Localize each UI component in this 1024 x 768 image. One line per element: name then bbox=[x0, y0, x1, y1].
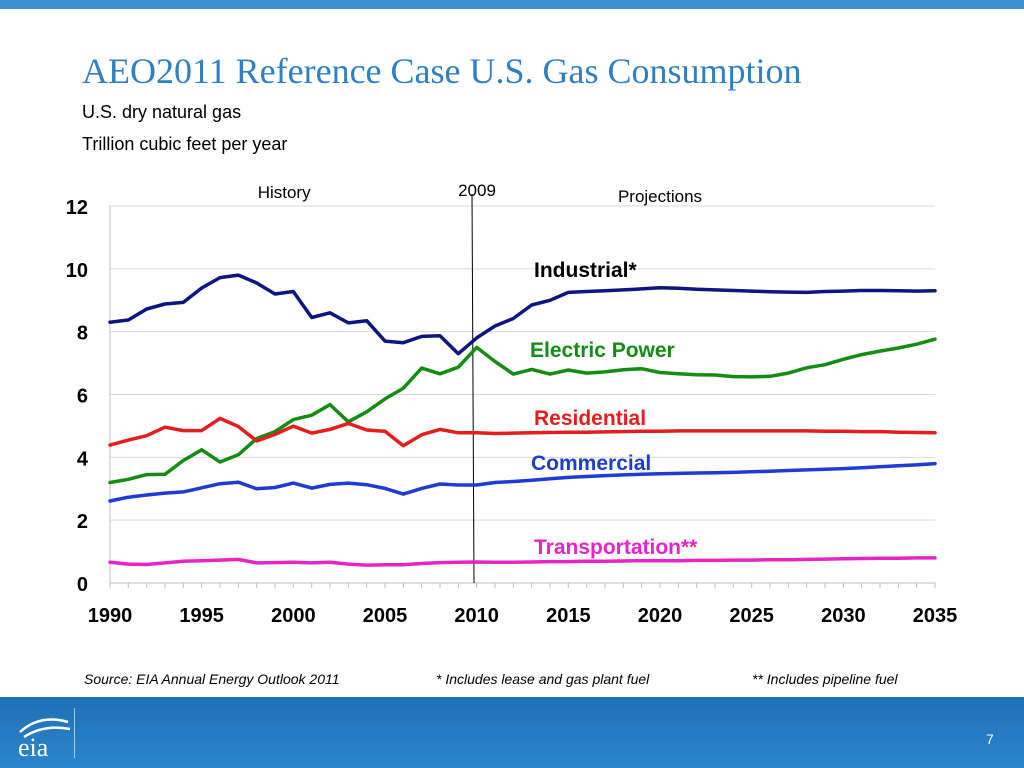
x-tick-label-2010: 2010 bbox=[454, 605, 499, 627]
x-tick-label-2030: 2030 bbox=[821, 605, 866, 627]
divider-label-2009: 2009 bbox=[458, 181, 496, 200]
footnote-transportation: ** Includes pipeline fuel bbox=[752, 671, 898, 687]
logo-wordmark: eia bbox=[18, 733, 49, 760]
top-accent-bar bbox=[0, 0, 1024, 9]
series-line-electric-power bbox=[108, 337, 937, 485]
slide-subtitle-units: Trillion cubic feet per year bbox=[82, 134, 288, 154]
x-tick-label-2020: 2020 bbox=[638, 605, 683, 627]
x-tick-label-1995: 1995 bbox=[179, 605, 224, 627]
gas-consumption-line-chart: 0 2 4 6 8 10 12 1990 1995 2000 2005 2010 2015 2020 202… bbox=[66, 181, 958, 627]
x-tick-label-1990: 1990 bbox=[88, 605, 133, 627]
series-label-residential: Residential bbox=[534, 407, 646, 430]
slide-subtitle-gas-type: U.S. dry natural gas bbox=[82, 102, 242, 122]
y-tick-label-10: 10 bbox=[66, 260, 88, 282]
y-tick-label-6: 6 bbox=[77, 386, 88, 408]
footer-bar bbox=[0, 697, 1024, 768]
footnote-industrial: * Includes lease and gas plant fuel bbox=[436, 671, 650, 687]
y-tick-label-4: 4 bbox=[77, 448, 89, 470]
logo-divider bbox=[74, 708, 75, 758]
history-label: History bbox=[258, 183, 311, 202]
history-projection-divider: 2009 History Projections bbox=[258, 181, 702, 584]
series-line-residential bbox=[108, 416, 937, 448]
chart-series bbox=[108, 273, 937, 567]
projections-label: Projections bbox=[618, 187, 702, 206]
source-note: Source: EIA Annual Energy Outlook 2011 bbox=[84, 671, 340, 687]
x-tick-label-2000: 2000 bbox=[271, 605, 316, 627]
divider-line-2009 bbox=[471, 193, 475, 584]
series-label-transportation: Transportation** bbox=[534, 536, 698, 559]
series-label-industrial: Industrial* bbox=[534, 259, 638, 282]
y-tick-label-2: 2 bbox=[77, 511, 88, 533]
series-label-electric-power: Electric Power bbox=[530, 339, 675, 362]
x-tick-label-2035: 2035 bbox=[913, 605, 958, 627]
series-label-commercial: Commercial bbox=[531, 452, 651, 475]
y-tick-label-12: 12 bbox=[66, 197, 88, 219]
y-tick-label-0: 0 bbox=[77, 574, 88, 596]
chart-gridlines bbox=[110, 205, 935, 521]
logo-swoosh-2 bbox=[23, 726, 71, 739]
slide-title: AEO2011 Reference Case U.S. Gas Consumpt… bbox=[82, 51, 802, 91]
eia-logo: eia bbox=[18, 718, 71, 760]
logo-swoosh-1 bbox=[19, 718, 69, 733]
x-tick-label-2005: 2005 bbox=[363, 605, 408, 627]
chart-axes: 0 2 4 6 8 10 12 1990 1995 2000 2005 2010 2015 2020 202… bbox=[66, 197, 958, 627]
x-tick-label-2015: 2015 bbox=[546, 605, 591, 627]
series-line-industrial bbox=[108, 273, 937, 356]
y-tick-label-8: 8 bbox=[77, 323, 88, 345]
series-line-commercial bbox=[108, 461, 937, 503]
chart-series-labels: Industrial* Electric Power Residential Comm… bbox=[530, 259, 698, 559]
series-line-transportation bbox=[108, 556, 937, 567]
page-number: 7 bbox=[986, 731, 994, 747]
x-tick-label-2025: 2025 bbox=[729, 605, 774, 627]
